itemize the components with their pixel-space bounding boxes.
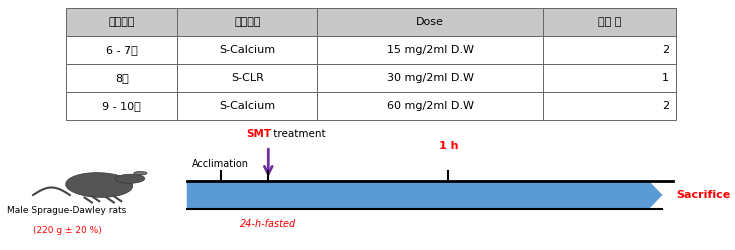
- Bar: [318, 64, 543, 92]
- Text: treatment: treatment: [270, 129, 326, 139]
- Bar: [318, 92, 543, 120]
- Text: (220 g ± 20 %): (220 g ± 20 %): [33, 226, 102, 235]
- Text: 30 mg/2ml D.W: 30 mg/2ml D.W: [387, 73, 473, 83]
- Text: SMT: SMT: [246, 129, 271, 139]
- Bar: [543, 64, 676, 92]
- Text: 8번: 8번: [115, 73, 129, 83]
- Text: Male Sprague-Dawley rats: Male Sprague-Dawley rats: [7, 206, 126, 215]
- Bar: [66, 36, 177, 64]
- Text: 15 mg/2ml D.W: 15 mg/2ml D.W: [387, 45, 473, 55]
- Text: 6 - 7번: 6 - 7번: [106, 45, 137, 55]
- Text: 동물번호: 동물번호: [109, 16, 135, 26]
- Text: Dose: Dose: [416, 16, 444, 26]
- Text: S-Calcium: S-Calcium: [219, 45, 276, 55]
- Text: Acclimation: Acclimation: [192, 159, 249, 169]
- Text: 2: 2: [662, 101, 669, 111]
- Text: Sacrifice: Sacrifice: [676, 190, 731, 200]
- FancyArrow shape: [187, 181, 662, 209]
- Text: 시험물질: 시험물질: [234, 16, 261, 26]
- Text: S-Calcium: S-Calcium: [219, 101, 276, 111]
- Text: 9 - 10번: 9 - 10번: [102, 101, 141, 111]
- Ellipse shape: [65, 173, 133, 197]
- Text: S-CLR: S-CLR: [231, 73, 264, 83]
- Bar: [543, 36, 676, 64]
- Text: 2: 2: [662, 45, 669, 55]
- Bar: [543, 92, 676, 120]
- Bar: [177, 64, 318, 92]
- Bar: [177, 36, 318, 64]
- Ellipse shape: [115, 174, 145, 183]
- Ellipse shape: [134, 172, 147, 175]
- Text: 24-h-fasted: 24-h-fasted: [240, 219, 296, 229]
- Text: 동물 수: 동물 수: [598, 16, 621, 26]
- Bar: [66, 92, 177, 120]
- Text: 1: 1: [662, 73, 669, 83]
- Bar: [66, 64, 177, 92]
- Text: 1 h: 1 h: [439, 141, 458, 151]
- Bar: [318, 36, 543, 64]
- Text: 60 mg/2ml D.W: 60 mg/2ml D.W: [387, 101, 473, 111]
- Bar: [177, 92, 318, 120]
- Bar: [66, 8, 177, 36]
- Bar: [543, 8, 676, 36]
- Bar: [177, 8, 318, 36]
- Bar: [318, 8, 543, 36]
